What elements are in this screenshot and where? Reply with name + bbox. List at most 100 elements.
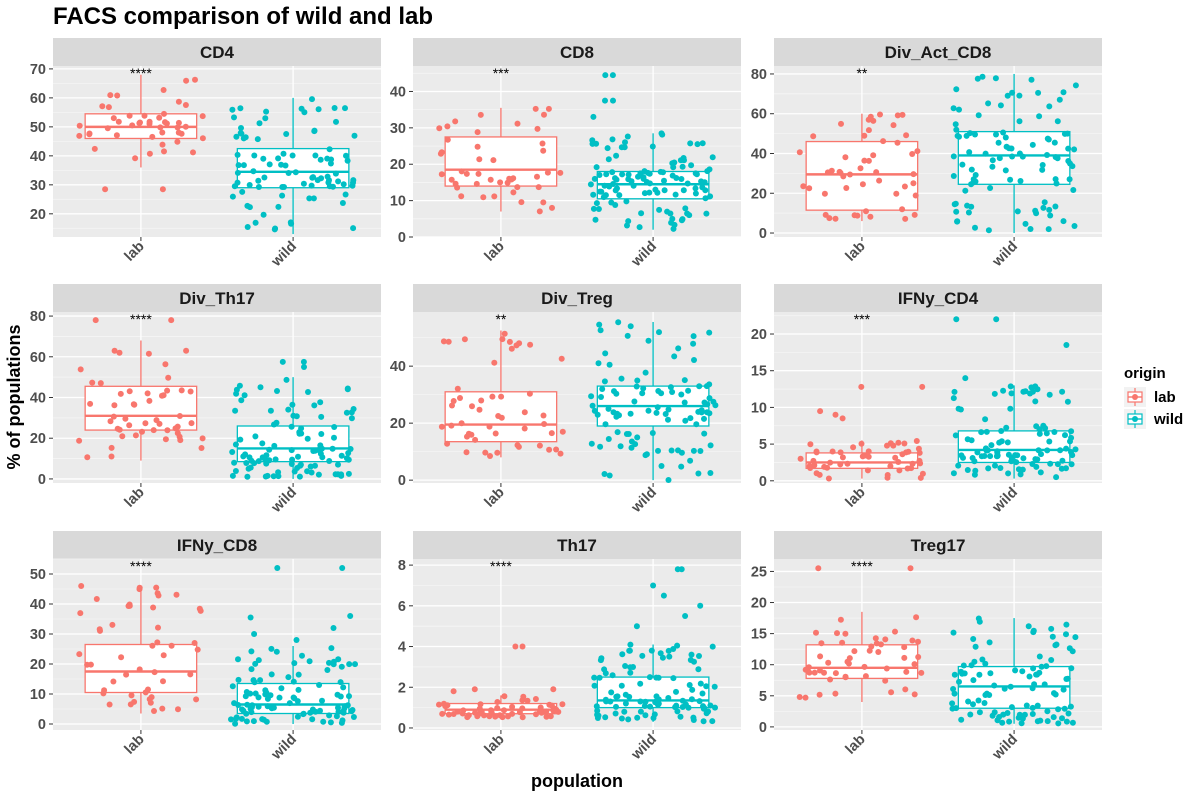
wild-point bbox=[1039, 166, 1046, 173]
wild-point bbox=[235, 676, 242, 683]
lab-point bbox=[494, 449, 501, 456]
wild-point bbox=[1053, 180, 1060, 187]
wild-point bbox=[656, 206, 663, 213]
lab-point bbox=[114, 92, 121, 99]
lab-point bbox=[842, 154, 849, 161]
wild-point bbox=[688, 162, 695, 169]
wild-point bbox=[1069, 648, 1076, 655]
wild-point bbox=[326, 146, 333, 153]
wild-point bbox=[691, 357, 697, 363]
wild-point bbox=[609, 169, 616, 176]
lab-point bbox=[850, 444, 857, 451]
lab-point bbox=[178, 387, 185, 394]
lab-point bbox=[97, 627, 103, 634]
wild-point bbox=[319, 454, 326, 461]
lab-point bbox=[182, 123, 189, 130]
wild-point bbox=[1029, 685, 1036, 692]
wild-point bbox=[602, 714, 609, 721]
lab-point bbox=[160, 87, 167, 93]
wild-point bbox=[231, 459, 238, 466]
lab-point bbox=[113, 132, 120, 139]
lab-point bbox=[508, 345, 515, 352]
wild-point bbox=[250, 718, 257, 725]
wild-point bbox=[340, 181, 347, 188]
wild-point bbox=[963, 132, 970, 139]
lab-point bbox=[859, 181, 866, 188]
y-tick-label: 20 bbox=[30, 657, 46, 673]
wild-point bbox=[241, 392, 248, 399]
y-tick-label: 20 bbox=[751, 596, 767, 612]
wild-point bbox=[332, 471, 339, 478]
lab-point bbox=[165, 374, 172, 381]
wild-point bbox=[283, 376, 290, 383]
lab-point bbox=[505, 713, 511, 720]
significance-label: *** bbox=[854, 311, 871, 327]
wild-point bbox=[970, 701, 976, 708]
lab-point bbox=[472, 436, 479, 443]
y-tick-label: 40 bbox=[30, 597, 46, 613]
wild-point bbox=[1063, 342, 1070, 348]
wild-point bbox=[588, 393, 595, 400]
wild-point bbox=[1045, 226, 1052, 233]
wild-point bbox=[606, 472, 613, 479]
wild-point bbox=[622, 691, 629, 698]
wild-point bbox=[248, 666, 255, 673]
wild-point bbox=[1042, 425, 1049, 432]
strip-div_th17 bbox=[53, 284, 381, 312]
lab-point bbox=[806, 669, 813, 676]
wild-point bbox=[266, 446, 273, 453]
wild-point bbox=[231, 114, 237, 121]
wild-point bbox=[251, 460, 258, 467]
y-tick-label: 30 bbox=[390, 121, 406, 137]
y-tick-label: 20 bbox=[751, 186, 767, 202]
wild-point bbox=[664, 208, 671, 215]
wild-point bbox=[234, 169, 241, 176]
wild-point bbox=[340, 707, 347, 714]
wild-point bbox=[690, 447, 697, 454]
lab-point bbox=[475, 170, 482, 177]
wild-point bbox=[609, 136, 616, 143]
wild-point bbox=[1032, 456, 1039, 463]
wild-point bbox=[308, 469, 315, 476]
wild-point bbox=[248, 709, 255, 716]
lab-point bbox=[163, 120, 170, 127]
lab-point bbox=[99, 103, 106, 110]
wild-point bbox=[981, 700, 988, 706]
wild-point bbox=[1044, 152, 1050, 158]
lab-point bbox=[461, 336, 468, 343]
lab-point bbox=[168, 642, 175, 649]
wild-point bbox=[293, 637, 300, 643]
wild-point bbox=[972, 178, 979, 185]
wild-point bbox=[310, 195, 317, 202]
wild-point bbox=[697, 602, 704, 609]
lab-point bbox=[837, 169, 844, 176]
wild-point bbox=[1002, 134, 1009, 141]
wild-point bbox=[1007, 383, 1014, 390]
wild-point bbox=[297, 461, 304, 468]
lab-point bbox=[913, 438, 920, 444]
wild-point bbox=[244, 224, 251, 230]
lab-point bbox=[865, 157, 872, 164]
wild-point bbox=[617, 443, 624, 450]
lab-point bbox=[153, 584, 160, 591]
lab-point bbox=[464, 714, 471, 721]
lab-point bbox=[915, 638, 921, 645]
y-tick-label: 0 bbox=[398, 230, 406, 246]
lab-point bbox=[449, 402, 455, 409]
wild-point bbox=[346, 661, 353, 668]
wild-point bbox=[243, 460, 250, 466]
y-tick-label: 10 bbox=[751, 400, 767, 416]
wild-point bbox=[312, 708, 319, 715]
wild-point bbox=[324, 667, 331, 673]
wild-point bbox=[1034, 671, 1040, 678]
wild-point bbox=[1025, 623, 1032, 630]
wild-point bbox=[246, 204, 253, 211]
wild-point bbox=[335, 178, 342, 185]
y-tick-label: 15 bbox=[751, 364, 767, 380]
lab-point bbox=[557, 450, 564, 457]
lab-point bbox=[107, 418, 114, 425]
wild-point bbox=[687, 415, 694, 422]
wild-point bbox=[997, 102, 1004, 109]
wild-point bbox=[605, 405, 612, 412]
lab-point bbox=[534, 125, 541, 132]
